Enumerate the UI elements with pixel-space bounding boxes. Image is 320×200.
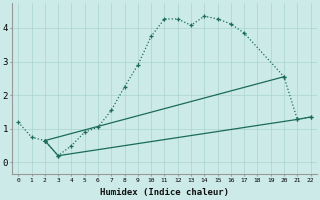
X-axis label: Humidex (Indice chaleur): Humidex (Indice chaleur) — [100, 188, 229, 197]
